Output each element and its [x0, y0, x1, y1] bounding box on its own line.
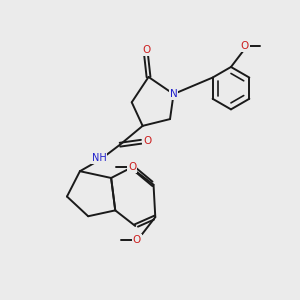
Text: O: O — [241, 41, 249, 51]
Text: O: O — [143, 136, 151, 146]
Text: O: O — [133, 235, 141, 245]
Text: O: O — [128, 162, 136, 172]
Text: O: O — [142, 45, 150, 55]
Text: N: N — [170, 89, 177, 99]
Text: NH: NH — [92, 153, 107, 163]
